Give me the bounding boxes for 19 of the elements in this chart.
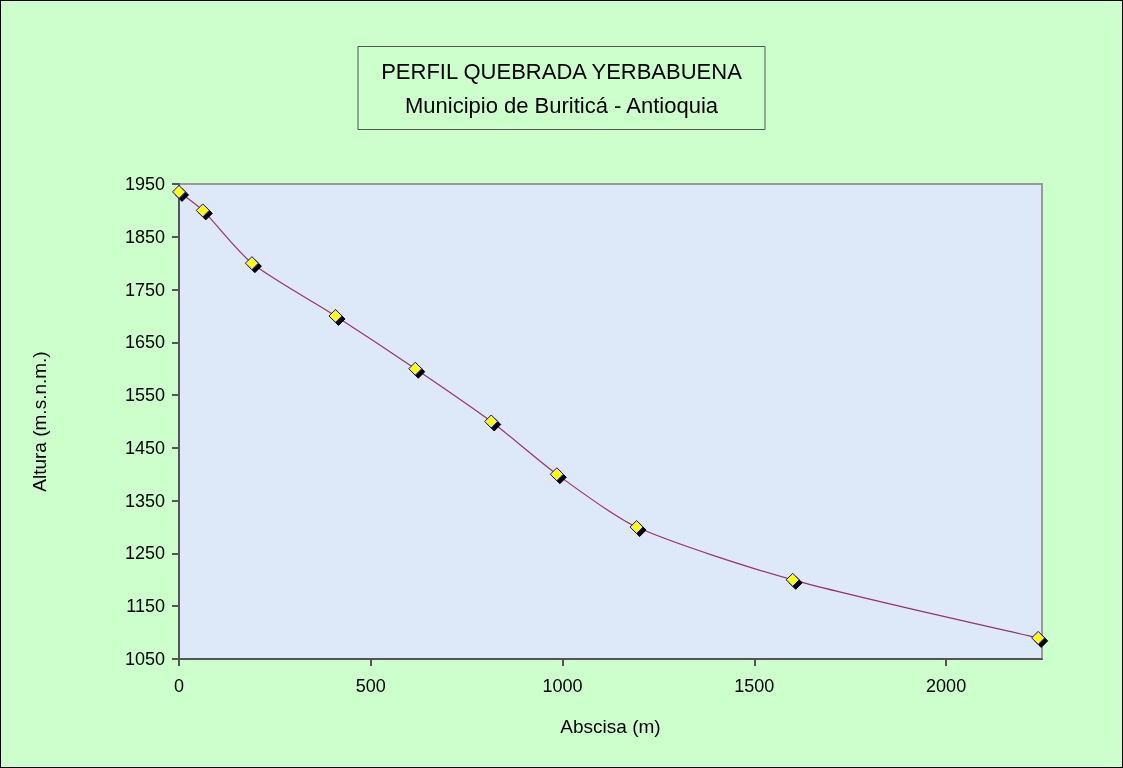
y-tick-label: 1150 xyxy=(126,596,165,617)
x-tick-label: 1500 xyxy=(734,676,775,696)
x-tick-label: 500 xyxy=(355,676,386,696)
y-tick-label: 1550 xyxy=(124,385,165,406)
y-tick-label: 1950 xyxy=(124,174,165,194)
y-tick-label: 1250 xyxy=(124,543,165,564)
x-tick-label: 1000 xyxy=(542,676,583,696)
chart-title: PERFIL QUEBRADA YERBABUENA xyxy=(381,58,743,84)
y-axis-title: Altura (m.s.n.m.) xyxy=(29,351,50,492)
y-tick-label: 1850 xyxy=(124,226,165,247)
x-tick-label: 0 xyxy=(173,676,185,696)
y-tick-label: 1650 xyxy=(124,332,165,353)
y-tick-label: 1350 xyxy=(124,490,165,511)
y-tick-label: 1750 xyxy=(124,279,165,300)
x-axis-title: Abscisa (m) xyxy=(560,716,661,737)
chart-subtitle: Municipio de Buriticá - Antioquia xyxy=(404,92,719,118)
y-tick-label: 1450 xyxy=(124,437,165,458)
y-tick-label: 1050 xyxy=(124,649,165,669)
x-tick-label: 2000 xyxy=(926,676,967,696)
